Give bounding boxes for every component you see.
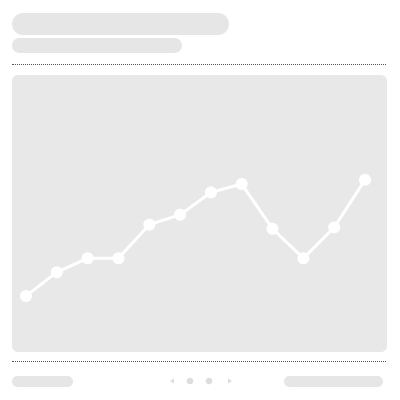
bottom-divider xyxy=(12,361,386,362)
line-chart-card xyxy=(12,75,387,352)
line-chart xyxy=(12,75,387,352)
data-point-12[interactable] xyxy=(359,174,371,186)
data-point-9[interactable] xyxy=(267,223,279,235)
pager-dot-1[interactable] xyxy=(187,378,194,385)
data-point-6[interactable] xyxy=(174,209,186,221)
chevron-right-icon[interactable] xyxy=(228,379,232,384)
data-point-8[interactable] xyxy=(236,178,248,190)
pager-dot-2[interactable] xyxy=(206,378,213,385)
series-line-1 xyxy=(26,180,365,296)
footer-left-placeholder xyxy=(12,376,73,387)
top-divider xyxy=(12,64,386,65)
data-point-1[interactable] xyxy=(20,290,32,302)
data-point-5[interactable] xyxy=(143,219,155,231)
data-point-10[interactable] xyxy=(297,252,309,264)
subtitle-placeholder xyxy=(12,38,182,53)
data-point-2[interactable] xyxy=(51,266,63,278)
chevron-left-icon[interactable] xyxy=(170,379,174,384)
data-point-11[interactable] xyxy=(328,221,340,233)
data-point-4[interactable] xyxy=(113,252,125,264)
pager xyxy=(164,374,240,388)
data-point-7[interactable] xyxy=(205,186,217,198)
data-point-3[interactable] xyxy=(82,252,94,264)
footer-right-placeholder xyxy=(284,376,383,387)
title-placeholder xyxy=(12,13,229,35)
